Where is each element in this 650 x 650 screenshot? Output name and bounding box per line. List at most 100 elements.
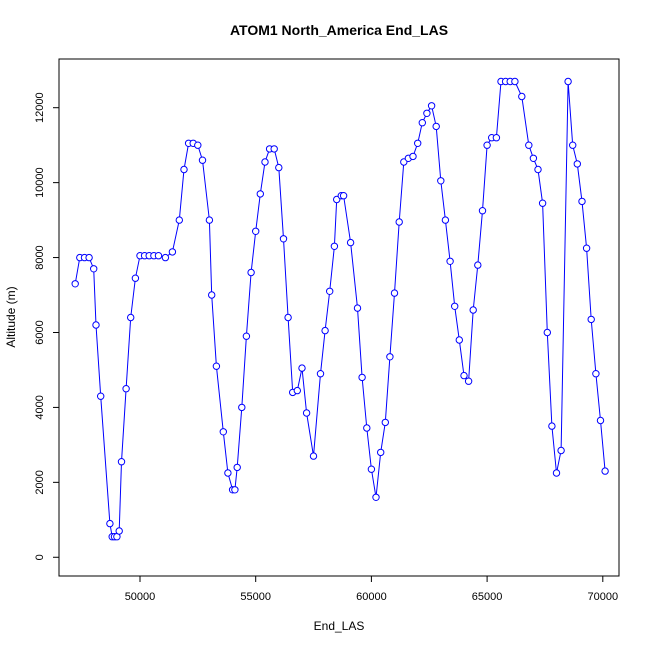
- x-tick-label: 50000: [125, 591, 156, 603]
- data-point: [538, 199, 547, 207]
- data-point: [455, 336, 463, 344]
- data-point: [363, 424, 371, 432]
- data-point: [578, 197, 586, 206]
- data-point: [564, 77, 572, 86]
- data-point: [353, 304, 362, 312]
- y-tick-label: 8000: [34, 245, 46, 269]
- data-point: [309, 452, 318, 460]
- data-point: [298, 364, 306, 372]
- data-point: [330, 242, 339, 251]
- data-point: [224, 469, 232, 477]
- data-point: [569, 141, 577, 149]
- x-tick-label: 70000: [588, 591, 619, 603]
- data-point: [208, 291, 216, 299]
- data-point: [219, 428, 228, 436]
- data-point: [346, 238, 355, 247]
- data-point: [270, 145, 278, 153]
- data-point: [175, 216, 184, 224]
- data-point: [587, 315, 595, 324]
- data-point: [478, 207, 487, 215]
- data-point: [321, 326, 329, 335]
- data-point: [194, 141, 202, 149]
- data-point: [460, 371, 468, 380]
- data-point: [231, 486, 239, 494]
- data-point: [548, 422, 556, 430]
- x-tick-label: 60000: [356, 591, 387, 603]
- data-point: [518, 92, 526, 101]
- y-tick-label: 4000: [34, 395, 46, 419]
- data-point: [381, 418, 389, 427]
- x-axis: 50000 55000 60000 65000 70000: [125, 575, 619, 603]
- data-point: [441, 216, 450, 224]
- data-point: [198, 156, 207, 164]
- y-tick-label: 12000: [34, 92, 46, 123]
- data-point: [377, 448, 385, 457]
- data-point: [154, 252, 163, 260]
- data-point: [275, 163, 283, 172]
- data-point: [592, 370, 600, 378]
- data-point: [339, 192, 348, 200]
- data-point: [279, 235, 288, 243]
- data-point: [464, 377, 473, 385]
- data-point: [534, 165, 542, 174]
- data-point: [92, 321, 100, 329]
- data-point: [409, 152, 417, 161]
- data-point: [302, 409, 311, 417]
- data-point: [432, 122, 440, 131]
- data-point: [414, 139, 422, 148]
- data-point: [256, 190, 264, 198]
- data-point: [247, 268, 255, 277]
- data-point: [573, 160, 581, 168]
- data-point: [97, 392, 105, 400]
- data-point: [423, 109, 431, 118]
- data-point: [293, 386, 301, 395]
- data-point: [238, 403, 246, 412]
- data-point: [106, 519, 114, 528]
- data-point: [446, 257, 454, 265]
- data-point: [601, 467, 609, 475]
- data-point: [469, 306, 477, 314]
- data-point: [386, 353, 394, 361]
- data-point: [395, 218, 403, 226]
- x-tick-label: 55000: [240, 591, 271, 603]
- data-point: [115, 527, 123, 535]
- data-point: [543, 328, 551, 337]
- y-tick-label: 6000: [34, 320, 46, 344]
- data-point: [71, 280, 79, 288]
- y-tick-label: 0: [34, 554, 46, 560]
- x-tick-label: 65000: [472, 591, 503, 603]
- data-point: [525, 141, 533, 149]
- data-point: [117, 458, 126, 466]
- data-point: [233, 463, 241, 472]
- data-point: [372, 493, 380, 501]
- chart-title: ATOM1 North_America End_LAS: [230, 22, 448, 38]
- data-point: [390, 289, 399, 297]
- data-point: [261, 158, 269, 166]
- data-point: [358, 373, 366, 382]
- data-point: [131, 274, 140, 282]
- y-tick-label: 10000: [34, 167, 46, 198]
- data-point: [316, 370, 325, 378]
- data-point: [474, 261, 482, 269]
- data-point: [492, 134, 501, 142]
- data-point: [582, 244, 591, 252]
- y-tick-label: 2000: [34, 470, 46, 494]
- x-axis-label: End_LAS: [314, 619, 365, 633]
- data-point: [180, 165, 188, 174]
- data-point: [333, 195, 341, 204]
- data-point: [326, 287, 334, 295]
- data-point: [367, 465, 376, 473]
- data-point: [557, 446, 565, 455]
- data-point: [252, 227, 260, 236]
- data-point: [529, 154, 538, 163]
- data-point: [242, 332, 251, 340]
- data-point: [427, 102, 436, 110]
- data-point: [161, 253, 170, 262]
- y-axis-label: Altitude (m): [4, 286, 18, 347]
- data-point: [552, 469, 561, 477]
- data-point: [284, 313, 292, 322]
- data-point: [483, 141, 491, 149]
- y-axis: 0 2000 4000 6000 8000 10000 12000: [34, 92, 60, 560]
